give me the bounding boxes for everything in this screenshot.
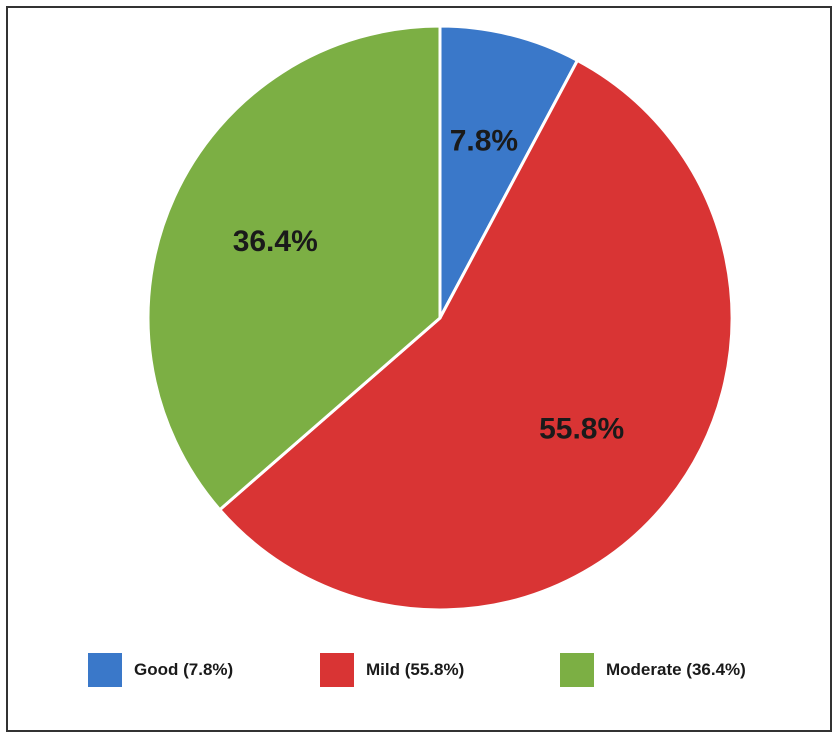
legend-swatch-moderate <box>560 653 594 687</box>
legend-item-moderate: Moderate (36.4%) <box>560 652 746 688</box>
legend-label-moderate: Moderate (36.4%) <box>606 660 746 679</box>
pie-slice-moderate <box>146 24 442 512</box>
legend: Good (7.8%) Mild (55.8%) Moderate (36.4%… <box>0 652 838 688</box>
legend-swatch-good <box>88 653 122 687</box>
pie-slice-mild <box>218 58 734 612</box>
legend-label-mild: Mild (55.8%) <box>366 660 465 679</box>
pie-slice-labels: 7.8% 55.8% 36.4% <box>233 124 624 445</box>
legend-item-good: Good (7.8%) <box>88 652 233 688</box>
pie-slice-good <box>438 24 579 320</box>
slice-label-mild: 55.8% <box>539 413 624 446</box>
legend-swatch-mild <box>320 653 354 687</box>
legend-label-good: Good (7.8%) <box>134 660 234 679</box>
slice-label-good: 7.8% <box>450 124 518 157</box>
pie-slices <box>146 24 734 612</box>
slice-label-moderate: 36.4% <box>233 225 318 258</box>
legend-item-mild: Mild (55.8%) <box>320 652 464 688</box>
